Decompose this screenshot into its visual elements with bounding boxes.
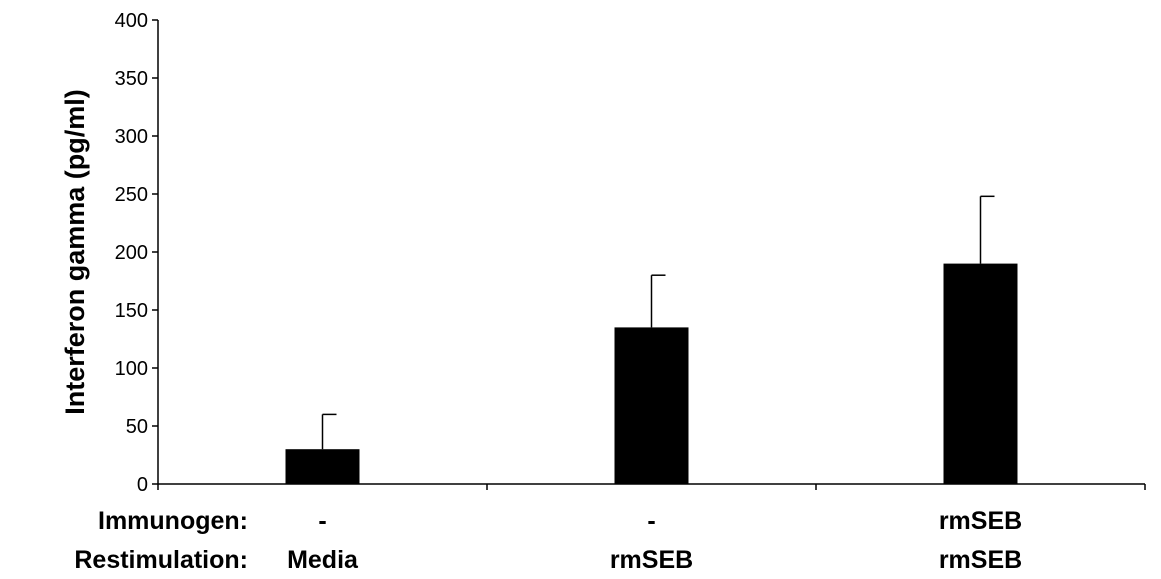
y-tick-label: 0 xyxy=(137,474,148,496)
bar xyxy=(285,449,360,484)
y-tick-label: 150 xyxy=(115,300,148,322)
category-rows: Immunogen: - - rmSEB Restimulation: Media rmSE… xyxy=(74,507,1022,574)
y-axis-label: Interferon gamma (pg/ml) xyxy=(60,89,90,415)
y-tick-label: 300 xyxy=(115,126,148,148)
y-axis: 0 50 100 150 200 250 300 350 400 xyxy=(115,10,159,496)
y-tick-label: 200 xyxy=(115,242,148,264)
restimulation-category-label: rmSEB xyxy=(939,546,1022,574)
y-tick-label: 100 xyxy=(115,358,148,380)
restimulation-row-label: Restimulation: xyxy=(74,546,248,574)
y-tick-label: 250 xyxy=(115,184,148,206)
y-tick-label: 350 xyxy=(115,68,148,90)
x-axis xyxy=(157,483,1146,490)
bar xyxy=(614,327,689,484)
y-tick-label: 50 xyxy=(126,416,148,438)
y-tick-label: 400 xyxy=(115,10,148,32)
error-bars xyxy=(321,195,995,450)
bars xyxy=(285,263,1018,484)
restimulation-category-label: rmSEB xyxy=(610,546,693,574)
immunogen-row-label: Immunogen: xyxy=(98,507,248,535)
immunogen-category-label: - xyxy=(647,507,655,535)
bar xyxy=(943,263,1018,484)
immunogen-category-label: - xyxy=(318,507,326,535)
restimulation-category-label: Media xyxy=(287,546,359,574)
immunogen-category-label: rmSEB xyxy=(939,507,1022,535)
